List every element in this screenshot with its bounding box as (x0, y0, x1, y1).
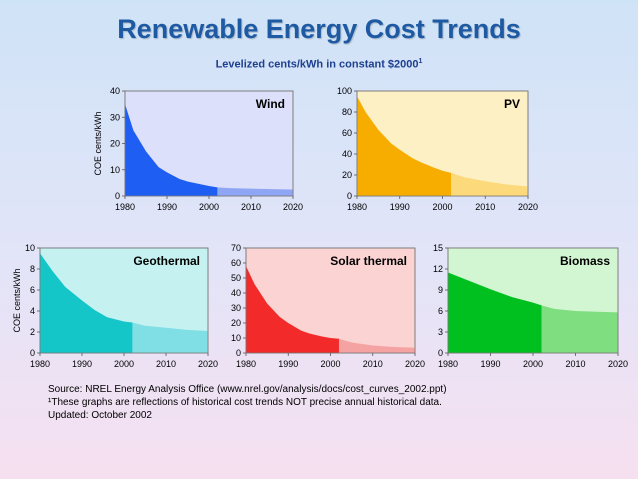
wind-x-tick-label: 1980 (115, 202, 135, 212)
biomass-y-tick-label: 12 (433, 264, 443, 274)
wind-y-tick-label: 40 (110, 86, 120, 96)
biomass-y-tick-label: 3 (438, 327, 443, 337)
solar-thermal-y-tick-label: 70 (231, 243, 241, 253)
source-line: Source: NREL Energy Analysis Office (www… (48, 384, 447, 395)
wind-historical-area (125, 104, 218, 196)
pv-x-tick-label: 2010 (475, 202, 495, 212)
pv-x-tick-label: 2000 (432, 202, 452, 212)
pv-y-tick-label: 60 (342, 128, 352, 138)
geothermal-y-tick-label: 0 (30, 348, 35, 358)
wind-y-tick-label: 20 (110, 139, 120, 149)
wind-x-tick-label: 2010 (241, 202, 261, 212)
biomass-x-tick-label: 2020 (608, 359, 628, 369)
solar-thermal-y-tick-label: 20 (231, 318, 241, 328)
pv-y-tick-label: 40 (342, 149, 352, 159)
geothermal-historical-area (40, 253, 133, 353)
solar-thermal-x-tick-label: 2000 (320, 359, 340, 369)
geothermal-y-axis-label: COE cents/kWh (12, 268, 22, 332)
pv-historical-area (357, 96, 452, 196)
pv-y-tick-label: 100 (337, 86, 352, 96)
pv-x-tick-label: 2020 (518, 202, 538, 212)
pv-projection-area (451, 172, 528, 196)
solar-thermal-y-tick-label: 30 (231, 303, 241, 313)
page-title: Renewable Energy Cost Trends (117, 14, 521, 44)
wind-x-tick-label: 1990 (157, 202, 177, 212)
wind-x-tick-label: 2000 (199, 202, 219, 212)
biomass-chart-title: Biomass (560, 254, 610, 268)
pv-y-tick-label: 80 (342, 107, 352, 117)
biomass-historical-area (448, 272, 542, 353)
biomass-x-tick-label: 1990 (480, 359, 500, 369)
pv-x-tick-label: 1990 (390, 202, 410, 212)
page-subtitle: Levelized cents/kWh in constant $20001 (215, 58, 423, 71)
biomass-y-tick-label: 0 (438, 348, 443, 358)
wind-y-axis-label: COE cents/kWh (93, 111, 103, 175)
geothermal-x-tick-label: 2020 (198, 359, 218, 369)
updated-line: Updated: October 2002 (48, 410, 152, 421)
geothermal-y-tick-label: 6 (30, 285, 35, 295)
geothermal-y-tick-label: 2 (30, 327, 35, 337)
geothermal-y-tick-label: 8 (30, 264, 35, 274)
solar-thermal-y-tick-label: 10 (231, 333, 241, 343)
pv-chart-title: PV (504, 97, 520, 111)
biomass-x-tick-label: 2000 (523, 359, 543, 369)
wind-y-tick-label: 0 (115, 191, 120, 201)
solar-thermal-x-tick-label: 1980 (236, 359, 256, 369)
biomass-x-tick-label: 2010 (565, 359, 585, 369)
wind-chart-title: Wind (256, 97, 285, 111)
solar-thermal-y-tick-label: 50 (231, 273, 241, 283)
pv-y-tick-label: 20 (342, 170, 352, 180)
solar-thermal-x-tick-label: 1990 (278, 359, 298, 369)
wind-y-tick-label: 30 (110, 112, 120, 122)
geothermal-x-tick-label: 1980 (30, 359, 50, 369)
pv-y-tick-label: 0 (347, 191, 352, 201)
biomass-y-tick-label: 15 (433, 243, 443, 253)
solar-thermal-historical-area (246, 266, 339, 353)
wind-projection-area (217, 187, 293, 196)
geothermal-x-tick-label: 2000 (114, 359, 134, 369)
solar-thermal-y-tick-label: 0 (236, 348, 241, 358)
biomass-y-tick-label: 6 (438, 306, 443, 316)
solar-thermal-projection-area (338, 338, 415, 353)
geothermal-chart-title: Geothermal (133, 254, 200, 268)
wind-x-tick-label: 2020 (283, 202, 303, 212)
geothermal-x-tick-label: 2010 (156, 359, 176, 369)
wind-y-tick-label: 10 (110, 165, 120, 175)
solar-thermal-x-tick-label: 2020 (405, 359, 425, 369)
biomass-x-tick-label: 1980 (438, 359, 458, 369)
geothermal-y-tick-label: 4 (30, 306, 35, 316)
solar-thermal-chart-title: Solar thermal (330, 254, 407, 268)
biomass-projection-area (541, 305, 618, 353)
pv-x-tick-label: 1980 (347, 202, 367, 212)
solar-thermal-x-tick-label: 2010 (363, 359, 383, 369)
geothermal-projection-area (132, 322, 208, 353)
source-notes: Source: NREL Energy Analysis Office (www… (48, 383, 608, 422)
solar-thermal-y-tick-label: 40 (231, 288, 241, 298)
geothermal-x-tick-label: 1990 (72, 359, 92, 369)
disclaimer-line: ¹These graphs are reflections of histori… (48, 397, 442, 408)
solar-thermal-y-tick-label: 60 (231, 258, 241, 268)
geothermal-y-tick-label: 10 (25, 243, 35, 253)
biomass-y-tick-label: 9 (438, 285, 443, 295)
